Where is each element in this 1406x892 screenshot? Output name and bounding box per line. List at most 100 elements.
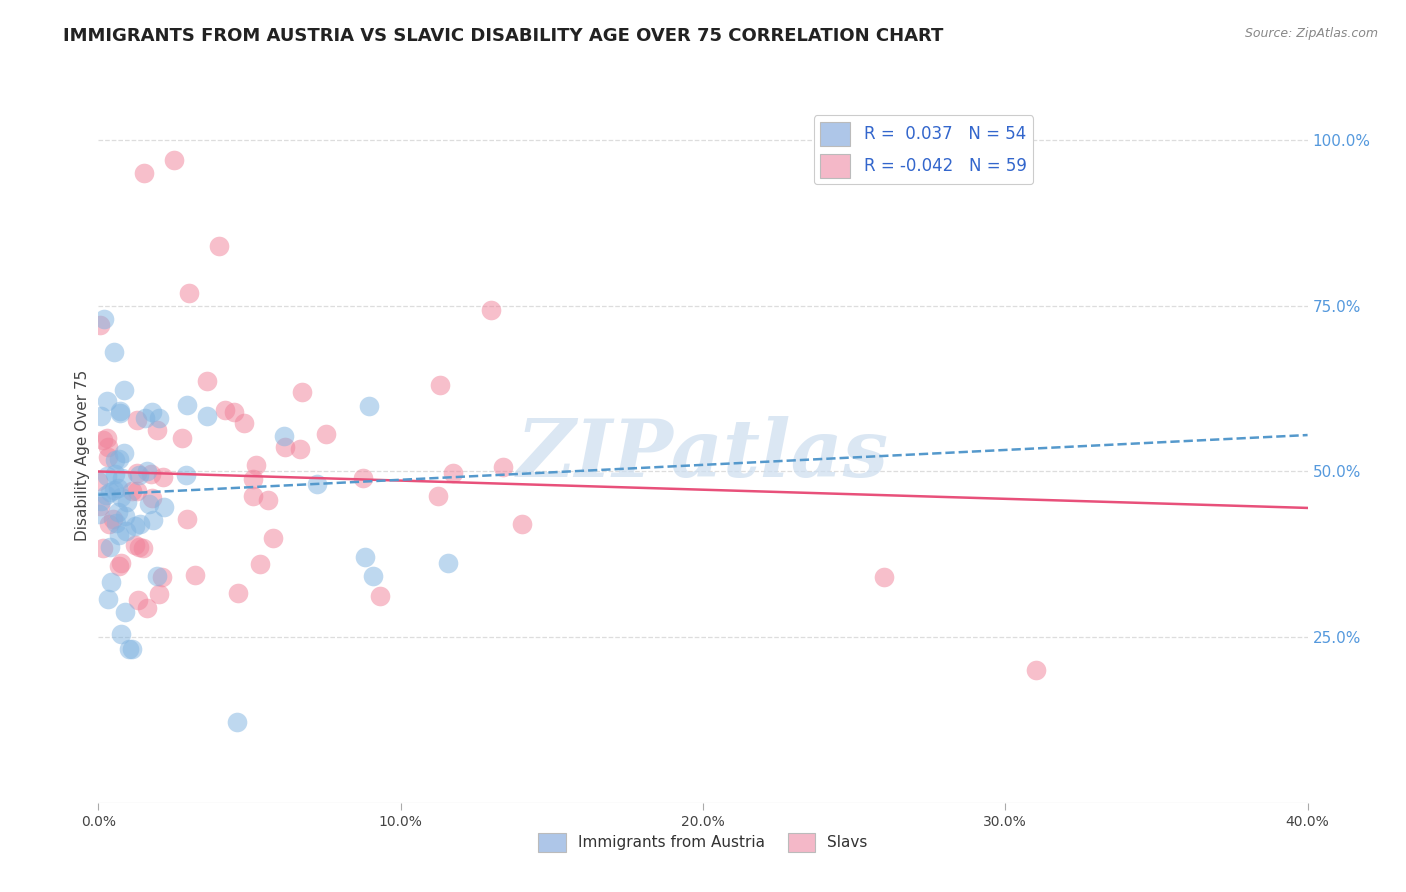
Point [288,442,311,456]
Point [136,464,159,478]
Point [141,405,163,419]
Point [98,485,121,500]
Point [214,403,236,417]
Point [242,489,264,503]
Point [148,587,170,601]
Point [110,490,132,504]
Point [125,483,148,498]
Point [90,493,112,508]
Point [427,489,450,503]
Point [103,483,125,498]
Point [242,473,264,487]
Point [108,451,131,466]
Point [148,410,170,425]
Point [170,431,193,445]
Point [184,568,207,582]
Legend: Immigrants from Austria, Slavs: Immigrants from Austria, Slavs [531,827,875,858]
Point [131,541,153,556]
Point [97,441,120,455]
Point [262,532,284,546]
Point [114,509,136,524]
Point [90,409,112,423]
Point [128,517,150,532]
Point [91,541,114,555]
Point [110,626,132,640]
Point [104,516,127,531]
Point [96,469,118,483]
Point [141,491,163,505]
Point [354,550,377,565]
Point [873,570,896,584]
Point [307,477,329,491]
Point [510,517,533,532]
Point [117,495,139,509]
Point [96,431,118,445]
Point [249,557,271,571]
Point [352,471,374,485]
Point [118,641,141,656]
Point [176,398,198,412]
Point [110,403,132,417]
Point [245,458,267,472]
Point [110,556,132,570]
Point [101,512,124,526]
Point [110,406,132,420]
Point [225,714,247,729]
Point [226,586,249,600]
Point [104,452,127,467]
Point [363,569,385,583]
Point [127,593,149,607]
Text: Source: ZipAtlas.com: Source: ZipAtlas.com [1244,27,1378,40]
Point [195,409,218,423]
Point [481,303,503,318]
Point [142,513,165,527]
Point [124,519,146,533]
Point [98,541,121,555]
Point [97,450,120,465]
Point [145,423,167,437]
Point [112,384,135,398]
Point [368,590,391,604]
Point [429,377,451,392]
Point [89,318,111,333]
Point [114,605,136,619]
Point [153,500,176,515]
Point [135,601,157,615]
Point [179,285,201,300]
Point [121,642,143,657]
Point [146,569,169,583]
Point [104,467,127,482]
Point [107,505,129,519]
Point [195,374,218,388]
Point [94,488,117,502]
Point [291,385,314,400]
Point [89,499,111,513]
Point [232,416,254,430]
Point [222,405,245,419]
Point [315,427,337,442]
Point [174,467,197,482]
Point [96,393,118,408]
Text: ZIPatlas: ZIPatlas [517,417,889,493]
Point [97,591,120,606]
Point [152,470,174,484]
Point [121,483,143,498]
Point [100,574,122,589]
Text: IMMIGRANTS FROM AUSTRIA VS SLAVIC DISABILITY AGE OVER 75 CORRELATION CHART: IMMIGRANTS FROM AUSTRIA VS SLAVIC DISABI… [63,27,943,45]
Point [128,541,150,555]
Point [273,429,295,443]
Point [112,445,135,459]
Point [93,311,115,326]
Point [125,413,148,427]
Point [1024,663,1046,677]
Point [132,166,155,180]
Point [274,440,297,454]
Point [257,492,280,507]
Point [103,345,125,359]
Point [138,497,160,511]
Point [150,570,173,584]
Point [91,433,114,447]
Point [107,558,129,573]
Point [111,471,134,485]
Point [441,467,464,481]
